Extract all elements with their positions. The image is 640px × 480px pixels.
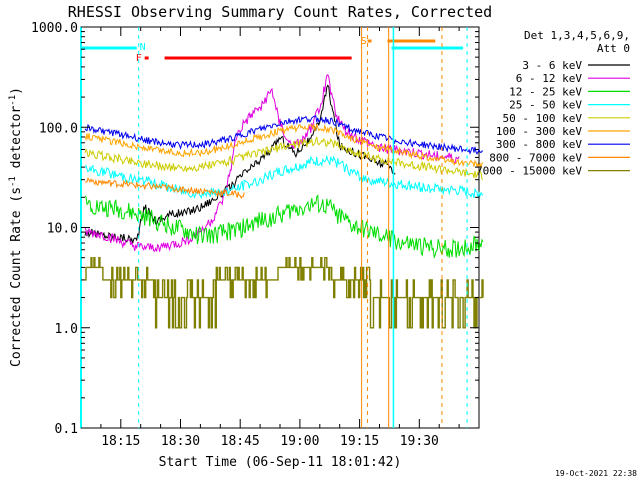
flag-marker: S	[361, 36, 367, 47]
series-line	[84, 115, 484, 155]
y-tick-label: 1.0	[55, 322, 78, 337]
x-tick-label: 18:45	[221, 434, 260, 449]
legend-label: 12 - 25 keV	[509, 85, 582, 98]
x-tick-label: 18:30	[161, 434, 200, 449]
legend-label: 800 - 7000 keV	[489, 151, 582, 164]
legend-label: 6 - 12 keV	[516, 72, 583, 85]
observing-flags: FN S	[81, 36, 464, 64]
y-axis: 0.1 1.0 10.0 100.0 1000.0	[31, 21, 479, 437]
x-axis-label: Start Time (06-Sep-11 18:01:42)	[159, 455, 402, 470]
legend-label: 300 - 800 keV	[496, 138, 582, 151]
series-line	[84, 84, 396, 244]
legend-title-line1: Det 1,3,4,5,6,9,	[524, 29, 630, 42]
y-tick-label: 1000.0	[31, 21, 78, 36]
timestamp: 19-Oct-2021 22:38	[555, 469, 637, 478]
legend-label: 7000 - 15000 keV	[476, 165, 582, 178]
series-layer	[84, 73, 484, 329]
legend-label: 100 - 300 keV	[496, 125, 582, 138]
y-tick-label: 0.1	[55, 422, 78, 437]
x-axis: 18:15 18:30 18:45 19:00 19:15 19:30	[100, 27, 460, 449]
series-line	[84, 135, 484, 180]
series-line	[84, 194, 484, 260]
legend-label: 50 - 100 keV	[503, 112, 583, 125]
y-axis-label: Corrected Count Rate (s-1 detector-1)	[8, 87, 24, 367]
series-line	[84, 123, 483, 169]
legend-label: 3 - 6 keV	[522, 59, 582, 72]
series-line	[85, 257, 484, 329]
x-tick-label: 19:15	[340, 434, 379, 449]
plot-frame	[80, 26, 480, 429]
x-tick-label: 18:15	[101, 434, 140, 449]
series-line	[84, 154, 484, 200]
legend-label: 25 - 50 keV	[509, 99, 582, 112]
event-markers	[80, 27, 468, 428]
flag-marker: F	[136, 53, 142, 64]
series-line	[84, 177, 245, 200]
flag-marker: N	[140, 42, 146, 53]
x-tick-label: 19:30	[400, 434, 439, 449]
legend-title-line2: Att 0	[597, 42, 630, 55]
x-tick-label: 19:00	[280, 434, 319, 449]
chart-title: RHESSI Observing Summary Count Rates, Co…	[68, 3, 492, 21]
y-tick-label: 100.0	[39, 121, 78, 136]
y-tick-label: 10.0	[47, 222, 78, 237]
series-line	[84, 73, 460, 252]
